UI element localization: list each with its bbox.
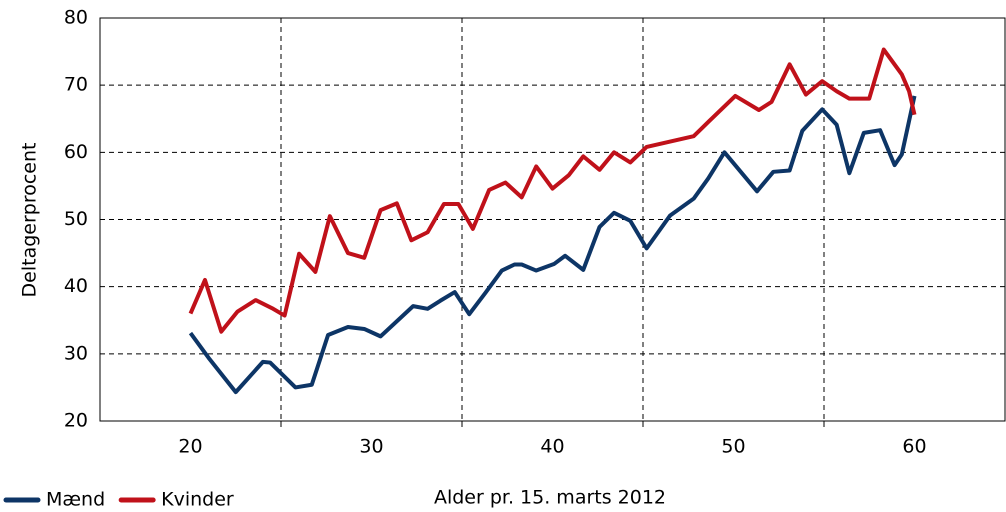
y-tick-label: 60 — [64, 141, 88, 163]
legend-label: Kvinder — [161, 489, 234, 511]
y-axis-label: Deltagerprocent — [19, 143, 41, 298]
legend-label: Mænd — [46, 489, 105, 511]
x-tick-label: 50 — [721, 436, 745, 458]
x-tick-label: 40 — [540, 436, 564, 458]
x-tick-label: 60 — [902, 436, 926, 458]
plot-frame — [99, 17, 1006, 422]
x-tick-label: 20 — [178, 436, 202, 458]
y-tick-label: 20 — [64, 410, 88, 432]
line-series — [188, 47, 917, 334]
y-tick-label: 80 — [64, 7, 88, 29]
x-axis-label: Alder pr. 15. marts 2012 — [434, 487, 666, 509]
y-tick-label: 70 — [64, 74, 88, 96]
line-series — [188, 95, 917, 395]
x-tick-label: 30 — [359, 436, 383, 458]
y-tick-label: 50 — [64, 208, 88, 230]
y-tick-label: 40 — [64, 275, 88, 297]
y-tick-label: 30 — [64, 342, 88, 364]
